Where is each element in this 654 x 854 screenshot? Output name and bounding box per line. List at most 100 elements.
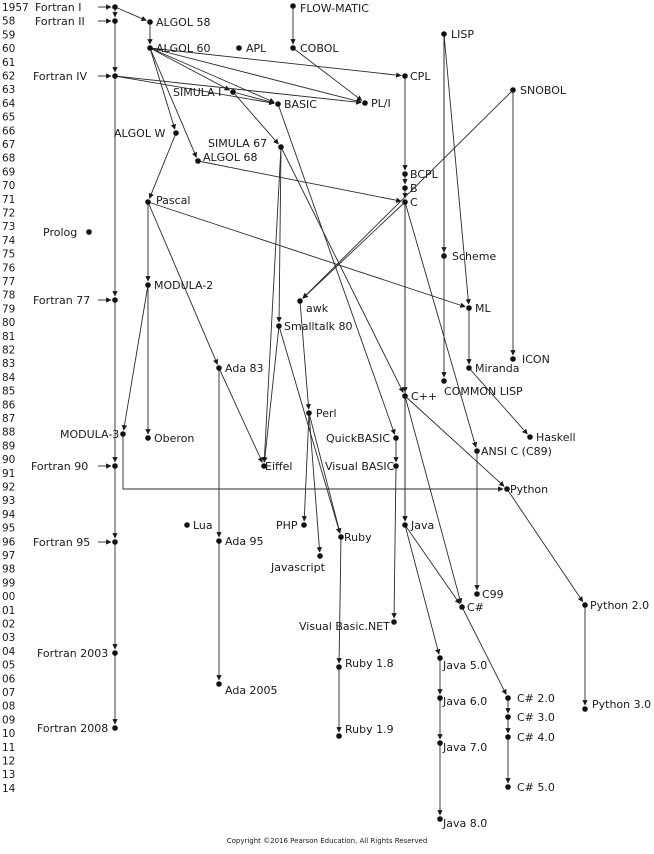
year-label: 11 — [2, 742, 15, 754]
node-dot-java5 — [437, 655, 443, 661]
lineage-edge-fortran1-to-algol58 — [114, 6, 147, 21]
copyright-notice: Copyright ©2016 Pearson Education, All R… — [227, 837, 428, 845]
language-label-cpl: CPL — [410, 70, 431, 83]
year-label: 91 — [2, 468, 15, 480]
node-dot-c99 — [474, 591, 480, 597]
year-label: 88 — [2, 427, 15, 439]
language-label-pascal: Pascal — [156, 194, 190, 207]
year-label: 73 — [2, 221, 15, 233]
node-dot-fortran1 — [112, 4, 118, 10]
year-label: 85 — [2, 386, 15, 398]
lineage-edge-modula3-to-python — [122, 434, 504, 492]
language-label-java7: Java 7.0 — [442, 741, 487, 754]
lineage-edge-perl-to-php — [301, 412, 310, 522]
node-dot-php — [301, 522, 307, 528]
node-dot-haskell — [527, 434, 533, 440]
language-label-modula3: MODULA-3 — [60, 428, 119, 441]
lineage-edge-algolw-to-pascal — [148, 132, 177, 199]
lineage-edge-fortran4-to-basic — [114, 75, 275, 106]
language-label-fortran77: Fortran 77 — [33, 294, 90, 307]
node-dot-cobol — [290, 45, 296, 51]
lineage-edge-c-to-awk — [302, 201, 406, 299]
year-label: 83 — [2, 358, 15, 370]
language-label-fortran1: Fortran I — [35, 1, 81, 14]
lineage-edge-smalltalk80-to-eiffel — [262, 325, 280, 463]
node-dot-awk — [297, 298, 303, 304]
lineage-edge-cpp-to-python — [404, 395, 505, 487]
node-dot-perl — [306, 410, 312, 416]
year-label: 05 — [2, 660, 15, 672]
node-dot-csharp5 — [505, 784, 511, 790]
node-dot-c — [402, 199, 408, 205]
year-label: 61 — [2, 57, 15, 69]
node-dot-eiffel — [261, 463, 267, 469]
year-label: 72 — [2, 208, 15, 220]
language-label-java5: Java 5.0 — [442, 659, 487, 672]
node-dot-quickbasic — [393, 435, 399, 441]
year-label: 93 — [2, 495, 15, 507]
language-label-oberon: Oberon — [154, 432, 194, 445]
language-label-javascript: Javascript — [270, 561, 326, 574]
language-label-c: C — [410, 196, 418, 209]
year-label: 81 — [2, 331, 15, 343]
language-label-lua: Lua — [193, 519, 213, 532]
year-label: 00 — [2, 591, 15, 603]
year-label: 13 — [2, 769, 15, 781]
node-dot-javascript — [317, 553, 323, 559]
language-label-ansic: ANSI C (C89) — [481, 445, 552, 458]
lineage-edge-java-to-java5 — [404, 524, 441, 655]
language-label-fortran2003: Fortran 2003 — [37, 647, 108, 660]
lineage-edge-algol60-to-basic — [149, 47, 275, 103]
node-dot-csharp — [459, 604, 465, 610]
lineage-edge-java-to-csharp — [404, 524, 461, 605]
language-label-csharp2: C# 2.0 — [517, 692, 555, 705]
year-label: 65 — [2, 112, 15, 124]
node-dot-modula2 — [145, 282, 151, 288]
node-dot-b — [402, 185, 408, 191]
language-label-perl: Perl — [316, 407, 337, 420]
year-label: 97 — [2, 550, 15, 562]
year-label: 82 — [2, 345, 15, 357]
node-dot-fortran2003 — [112, 650, 118, 656]
lineage-edge-ruby-to-ruby18 — [336, 536, 342, 664]
year-label: 77 — [2, 276, 15, 288]
node-dot-pascal — [145, 199, 151, 205]
year-label: 59 — [2, 29, 15, 41]
year-label: 70 — [2, 180, 15, 192]
year-label: 01 — [2, 605, 15, 617]
lineage-edge-python-to-python2 — [506, 488, 584, 603]
language-label-haskell: Haskell — [536, 431, 576, 444]
year-label: 09 — [2, 714, 15, 726]
lineage-edge-csharp-to-csharp2 — [461, 606, 507, 695]
lineage-edge-c-to-ansic — [404, 201, 478, 448]
language-label-python2: Python 2.0 — [590, 599, 649, 612]
year-label: 92 — [2, 482, 15, 494]
language-label-ada2005: Ada 2005 — [225, 684, 278, 697]
lineage-edge-algol60-to-pli — [149, 47, 362, 104]
node-dot-python — [504, 486, 510, 492]
node-dot-csharp3 — [505, 714, 511, 720]
language-label-algolw: ALGOL W — [114, 127, 165, 140]
lineage-edge-algol60-to-algolw — [149, 47, 176, 130]
language-label-prolog: Prolog — [43, 226, 77, 239]
language-label-icon: ICON — [522, 353, 550, 366]
node-dot-ruby19 — [336, 733, 342, 739]
language-label-ada83: Ada 83 — [225, 362, 264, 375]
language-label-ada95: Ada 95 — [225, 535, 264, 548]
node-dot-ada2005 — [216, 681, 222, 687]
node-dot-algol58 — [147, 19, 153, 25]
node-dot-python2 — [582, 602, 588, 608]
node-dot-java8 — [437, 816, 443, 822]
year-label: 68 — [2, 153, 15, 165]
language-label-simula1: SIMULA I — [173, 86, 221, 99]
lineage-edge-pascal-to-ml — [147, 201, 466, 308]
year-label: 64 — [2, 98, 16, 110]
language-label-c99: C99 — [482, 588, 504, 601]
language-label-php: PHP — [276, 519, 298, 532]
language-label-fortran95: Fortran 95 — [33, 536, 90, 549]
language-label-b: B — [410, 182, 418, 195]
year-label: 99 — [2, 577, 15, 589]
lineage-edge-simula67-to-smalltalk80 — [276, 146, 282, 323]
node-dot-lua — [184, 522, 190, 528]
